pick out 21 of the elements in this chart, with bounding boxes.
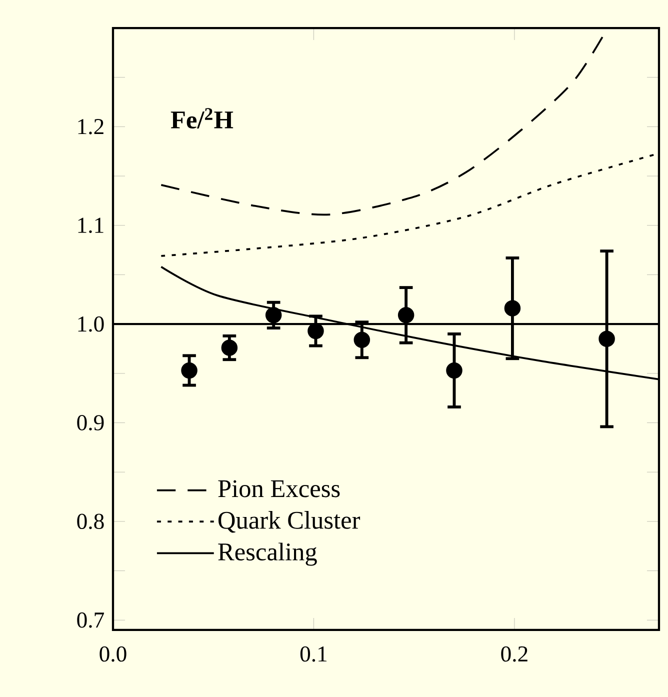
annotation: Fe/$^{2}$H <box>170 108 234 128</box>
x-tick-label: 0.1 <box>300 646 327 662</box>
point <box>398 307 414 324</box>
point <box>265 307 282 324</box>
y-tick-label: 0.7 <box>77 612 104 628</box>
point <box>181 362 198 379</box>
y-tick-label: 1.1 <box>78 218 104 234</box>
point <box>221 340 238 356</box>
point <box>598 330 615 348</box>
y-tick-label: 1.0 <box>78 316 104 332</box>
legend-label: Pion Excess <box>218 480 340 498</box>
y-tick-label: 0.8 <box>77 514 104 530</box>
y-tick-label: 0.9 <box>77 415 104 430</box>
legend-label: Rescaling <box>218 542 317 566</box>
point <box>504 300 521 316</box>
x-tick-label: 0.0 <box>100 646 126 662</box>
y-tick-label: 1.2 <box>78 119 104 134</box>
x-tick-label: 0.2 <box>501 646 528 662</box>
point <box>354 332 370 348</box>
point <box>446 362 462 379</box>
legend-label: Quark Cluster <box>218 511 360 533</box>
